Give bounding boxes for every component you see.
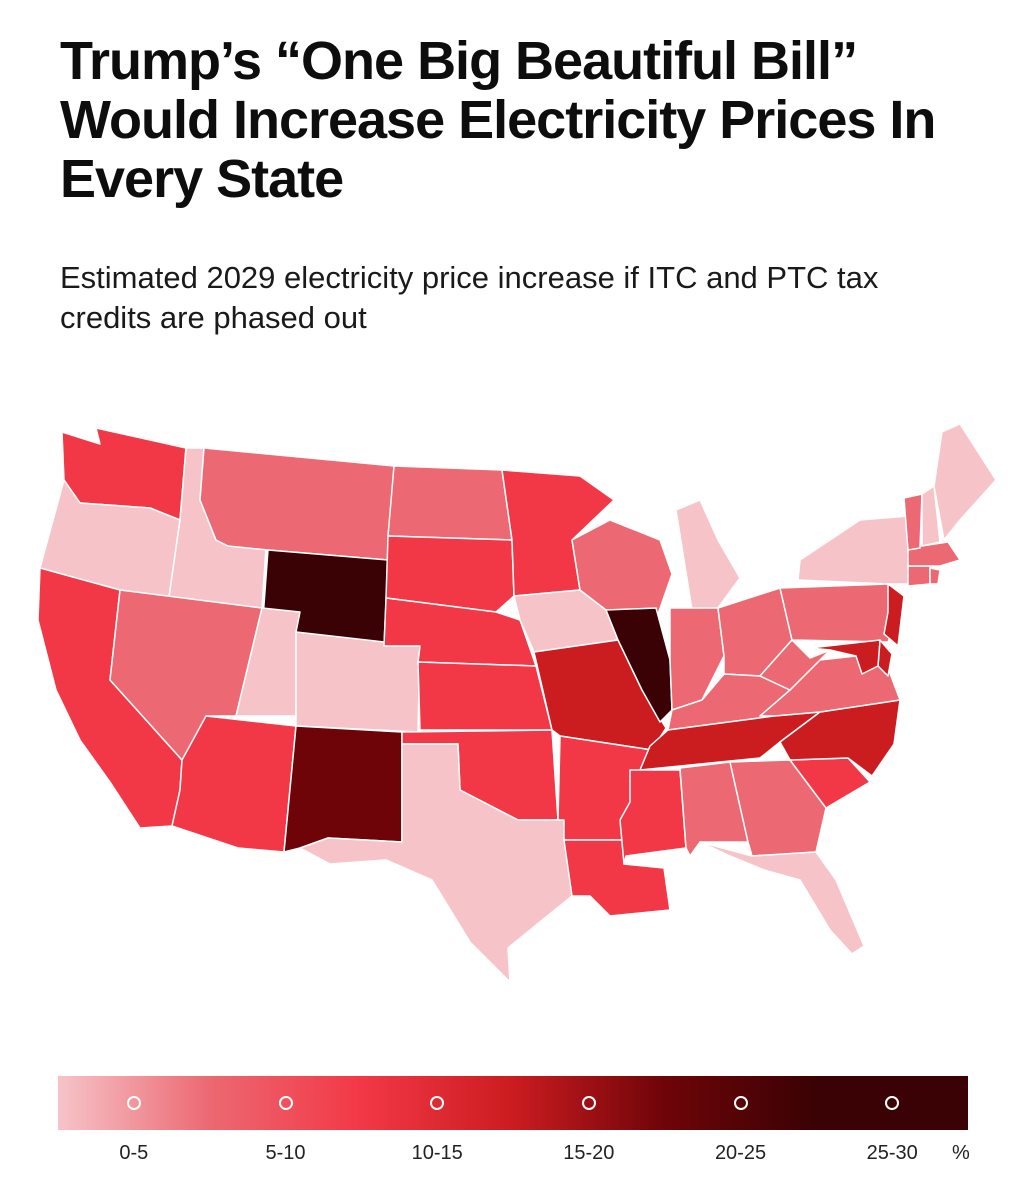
legend-swatch-25-30 [816, 1076, 969, 1130]
state-il [605, 607, 673, 723]
state-nd [387, 465, 513, 541]
legend-marker [126, 1096, 141, 1110]
legend-marker [430, 1096, 445, 1110]
legend-label-5-10: 5-10 [265, 1142, 306, 1164]
state-me [933, 423, 997, 541]
legend-marker [581, 1096, 596, 1110]
legend-marker [733, 1096, 748, 1110]
legend-label-25-30: 25-30 [866, 1142, 918, 1164]
legend-swatch-10-15 [361, 1076, 514, 1130]
legend-label-10-15: 10-15 [411, 1142, 463, 1164]
state-nj [883, 583, 905, 647]
state-pa [779, 583, 901, 643]
legend-swatch-15-20 [513, 1076, 665, 1130]
state-mi [675, 499, 741, 611]
state-ny [797, 515, 917, 585]
state-nm [283, 725, 403, 853]
legend-unit: % [952, 1142, 970, 1164]
state-tx [299, 743, 573, 983]
legend-color-bar [58, 1076, 969, 1130]
chart-title: Trump’s “One Big Beautiful Bill” Would I… [60, 31, 936, 209]
us-choropleth-map [37, 423, 997, 983]
state-wi [571, 519, 673, 621]
state-sd [385, 535, 515, 613]
state-mt [199, 447, 395, 561]
legend-swatch-0-5 [58, 1076, 210, 1130]
state-ct [907, 565, 931, 587]
legend-swatch-20-25 [664, 1076, 817, 1130]
legend-labels: 0-5 5-10 10-15 15-20 20-25 25-30 [58, 1142, 968, 1172]
state-co [295, 631, 421, 733]
state-ma [907, 541, 961, 567]
state-nh [921, 485, 941, 547]
legend-label-20-25: 20-25 [714, 1142, 767, 1164]
state-ks [417, 661, 553, 731]
state-fl [699, 841, 865, 955]
state-ms [619, 769, 687, 865]
state-vt [903, 493, 923, 551]
legend-marker [885, 1096, 900, 1110]
legend-label-0-5: 0-5 [119, 1142, 149, 1164]
chart-subtitle: Estimated 2029 electricity price increas… [60, 260, 879, 335]
state-md [809, 639, 881, 675]
legend-label-15-20: 15-20 [563, 1142, 615, 1164]
state-ri [929, 567, 941, 585]
legend-swatch-5-10 [209, 1076, 362, 1130]
legend-marker [278, 1096, 293, 1110]
